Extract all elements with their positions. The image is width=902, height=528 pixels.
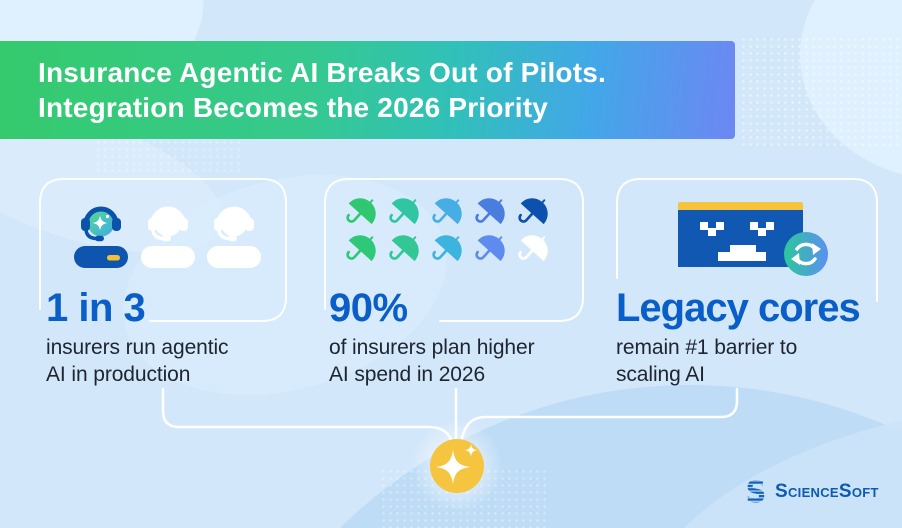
umbrella-grid (341, 197, 556, 271)
badge-bar (107, 255, 120, 261)
support-agent-icon (141, 206, 195, 268)
window-titlebar (678, 202, 803, 211)
page-title: Insurance Agentic AI Breaks Out of Pilot… (38, 57, 607, 123)
umbrella-icon (513, 197, 553, 232)
brand-name: ScienceSoft (775, 481, 879, 502)
stat-description-legacy: remain #1 barrier to scaling AI (616, 336, 798, 386)
brand-logo: S ScienceSoft (744, 478, 879, 505)
umbrella-icon (470, 197, 510, 232)
umbrella-icon (470, 234, 510, 269)
umbrella-icon (384, 197, 424, 232)
support-agent-icon-highlighted (74, 206, 128, 268)
umbrella-icon (384, 234, 424, 269)
connector-left (161, 387, 454, 444)
stat-value-legacy: Legacy cores (616, 286, 861, 330)
umbrella-icon (427, 234, 467, 269)
umbrella-icon (341, 197, 381, 232)
halftone-dots (380, 468, 550, 528)
stat-value-production: 1 in 3 (46, 286, 146, 330)
stat-description-production: insurers run agentic AI in production (46, 336, 229, 386)
pixel-face (700, 222, 774, 261)
halftone-dots (740, 36, 900, 148)
header-banner: Insurance Agentic AI Breaks Out of Pilot… (0, 41, 735, 139)
sciencesoft-logo-icon: S (746, 478, 767, 505)
umbrella-icon (341, 234, 381, 269)
sparkle-icon (92, 215, 108, 231)
svg-text:S: S (746, 478, 767, 505)
umbrella-icon (427, 197, 467, 232)
stat-value-spend: 90% (329, 286, 408, 330)
refresh-icon (784, 232, 828, 276)
support-agent-icon (207, 206, 261, 268)
legacy-system-icon (678, 202, 828, 276)
umbrella-icon (513, 234, 553, 269)
stat-description-spend: of insurers plan higher AI spend in 2026 (329, 336, 535, 386)
